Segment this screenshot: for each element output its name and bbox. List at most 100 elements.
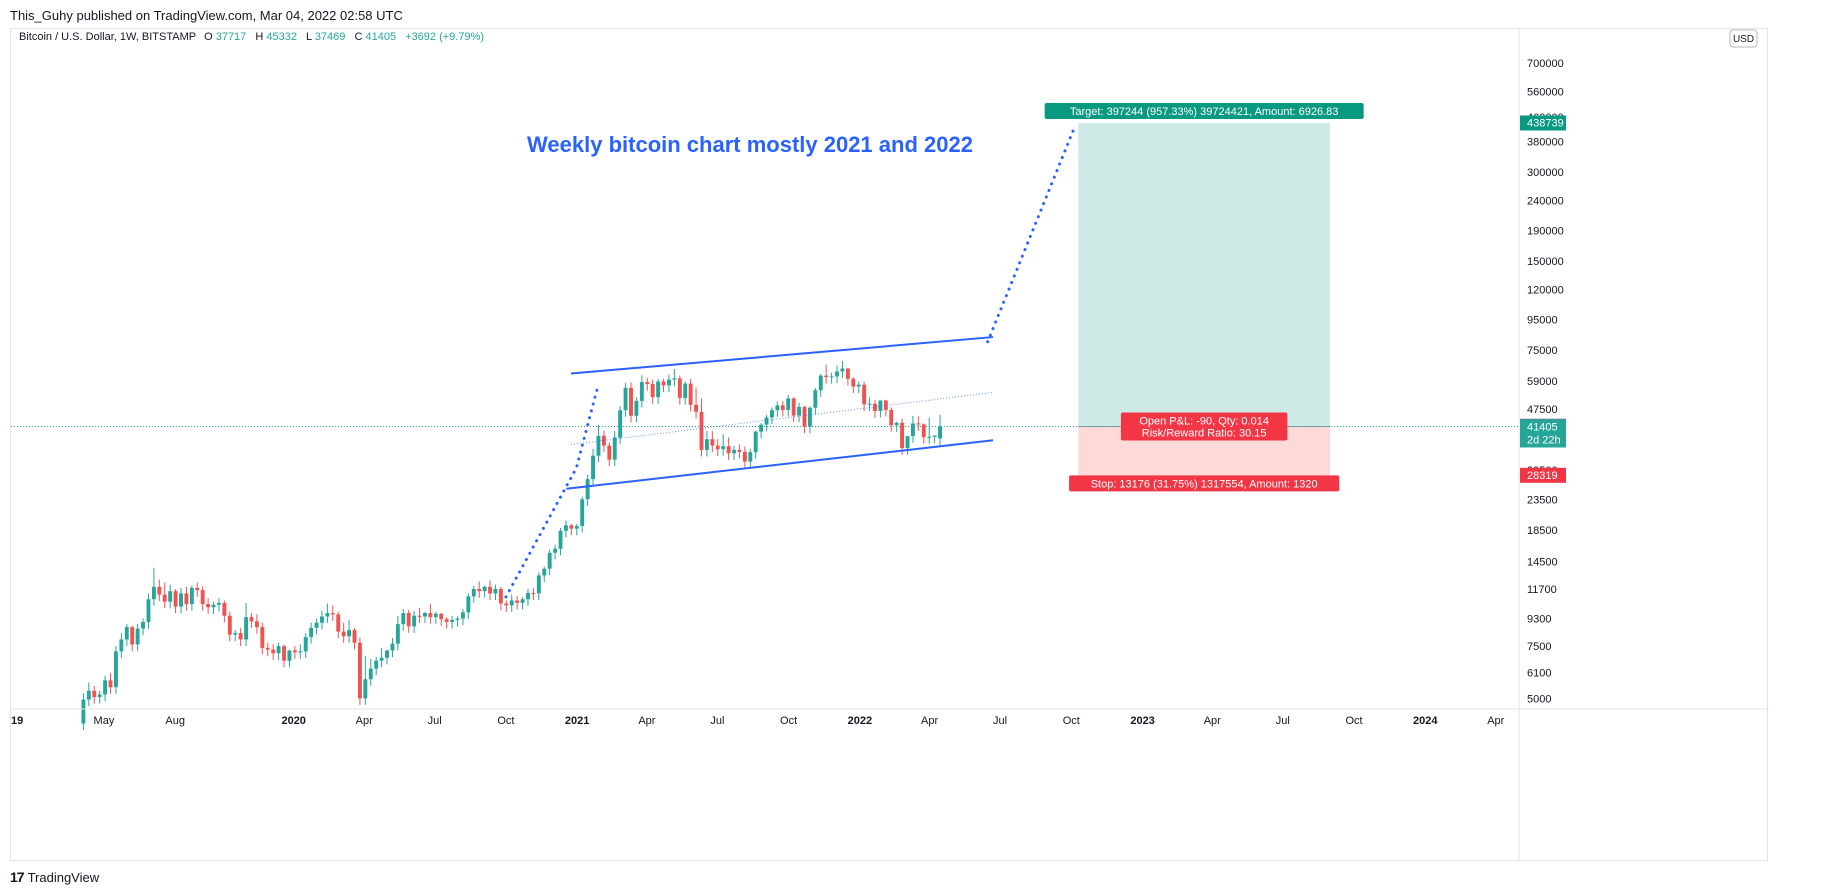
candle — [450, 615, 455, 629]
candle — [873, 399, 877, 418]
candle-body — [320, 616, 324, 623]
candle-body — [113, 651, 118, 688]
candle — [352, 627, 357, 650]
candle — [721, 434, 726, 456]
candle — [287, 649, 292, 668]
candle — [672, 368, 677, 387]
legend-open-label: O — [204, 31, 213, 43]
price-badge-sub: 2d 22h — [1527, 434, 1561, 446]
candle — [460, 609, 465, 626]
candle-body — [780, 405, 785, 410]
candle-body — [504, 603, 509, 606]
candle — [921, 423, 926, 444]
price-badge-bg — [1520, 467, 1566, 483]
candle-body — [108, 680, 113, 688]
candle-body — [515, 600, 520, 603]
candle — [119, 633, 124, 658]
candle — [303, 633, 308, 658]
candle-body — [786, 398, 791, 410]
candle-body — [206, 604, 211, 608]
candle — [162, 582, 167, 609]
candle — [694, 387, 699, 419]
candle-body — [357, 642, 362, 699]
y-tick-label: 5000 — [1527, 693, 1551, 705]
candle-body — [189, 587, 194, 605]
candle — [526, 588, 530, 606]
x-tick-label: 2023 — [1130, 715, 1154, 727]
candle-body — [368, 668, 373, 680]
x-tick-label: Jul — [1276, 715, 1290, 727]
candle — [330, 605, 335, 622]
x-tick-label: Aug — [165, 715, 185, 727]
candle-body — [130, 627, 135, 645]
candle-body — [753, 431, 758, 453]
candle-body — [732, 449, 736, 454]
candle — [520, 596, 525, 610]
candle-body — [867, 403, 872, 405]
target-label: Target: 397244 (957.33%) 39724421, Amoun… — [1044, 102, 1364, 119]
trend-line-mid — [570, 391, 994, 445]
candle — [406, 609, 411, 633]
candle — [677, 375, 682, 405]
footer-brand: TradingView — [27, 869, 100, 885]
y-tick-label: 300000 — [1527, 167, 1564, 179]
pnl-label-line1: Open P&L: -90, Qty: 0.014 — [1139, 415, 1269, 427]
price-badge-label: 41405 — [1527, 421, 1558, 433]
candle-body — [889, 409, 894, 426]
candle-body — [645, 382, 650, 385]
candle — [856, 381, 861, 394]
candle-body — [157, 586, 162, 595]
target-label-text: Target: 397244 (957.33%) 39724421, Amoun… — [1070, 106, 1339, 118]
candle — [753, 430, 758, 459]
candle — [444, 617, 449, 629]
candle — [249, 613, 254, 628]
candle-body — [900, 422, 905, 449]
candle — [764, 414, 769, 432]
candle-body — [119, 639, 124, 652]
x-tick-label: Apr — [1487, 715, 1504, 727]
candle — [265, 642, 270, 657]
candle — [271, 644, 276, 660]
candle-body — [184, 593, 189, 605]
x-tick-label: 2021 — [565, 715, 589, 727]
candle — [840, 360, 845, 379]
candle-body — [591, 455, 596, 480]
candle — [905, 435, 910, 455]
price-chart[interactable]: 2019 May Aug 2020 Apr Jul Oct 2021 Apr Jul Oct 2022… — [11, 29, 1769, 862]
candle-body — [249, 617, 254, 622]
candle — [824, 364, 829, 384]
candle — [488, 580, 492, 601]
candle-body — [282, 646, 286, 661]
candle — [515, 595, 520, 610]
candle — [244, 602, 249, 647]
candle — [471, 585, 476, 603]
currency-button[interactable]: USD — [1729, 29, 1758, 48]
candle — [141, 618, 146, 636]
candle-body — [466, 596, 471, 613]
candle — [547, 549, 552, 576]
price-badge-label: 438739 — [1527, 117, 1564, 129]
candle-body — [390, 643, 395, 651]
candle — [569, 523, 574, 536]
candle-body — [433, 613, 438, 618]
y-tick-label: 95000 — [1527, 315, 1558, 327]
x-tick-label: Jul — [993, 715, 1007, 727]
candle — [932, 435, 937, 444]
candle-body — [135, 628, 140, 645]
candle-body — [759, 424, 764, 432]
candle — [282, 644, 286, 668]
legend-ohlc: O 37717 H 45332 L 37469 C 41405 +3692 (+… — [204, 31, 484, 43]
candle — [336, 611, 341, 639]
candle — [807, 406, 812, 434]
x-tick-label: Oct — [1345, 715, 1362, 727]
y-tick-label: 23500 — [1527, 494, 1558, 506]
candle — [563, 520, 568, 538]
candle-body — [379, 657, 384, 661]
candle — [412, 611, 417, 633]
candle-body — [417, 615, 422, 617]
candle-body — [764, 417, 769, 425]
candle — [314, 618, 319, 635]
candle — [607, 442, 612, 467]
chart-frame[interactable]: 2019 May Aug 2020 Apr Jul Oct 2021 Apr Jul Oct 2022… — [10, 28, 1769, 862]
